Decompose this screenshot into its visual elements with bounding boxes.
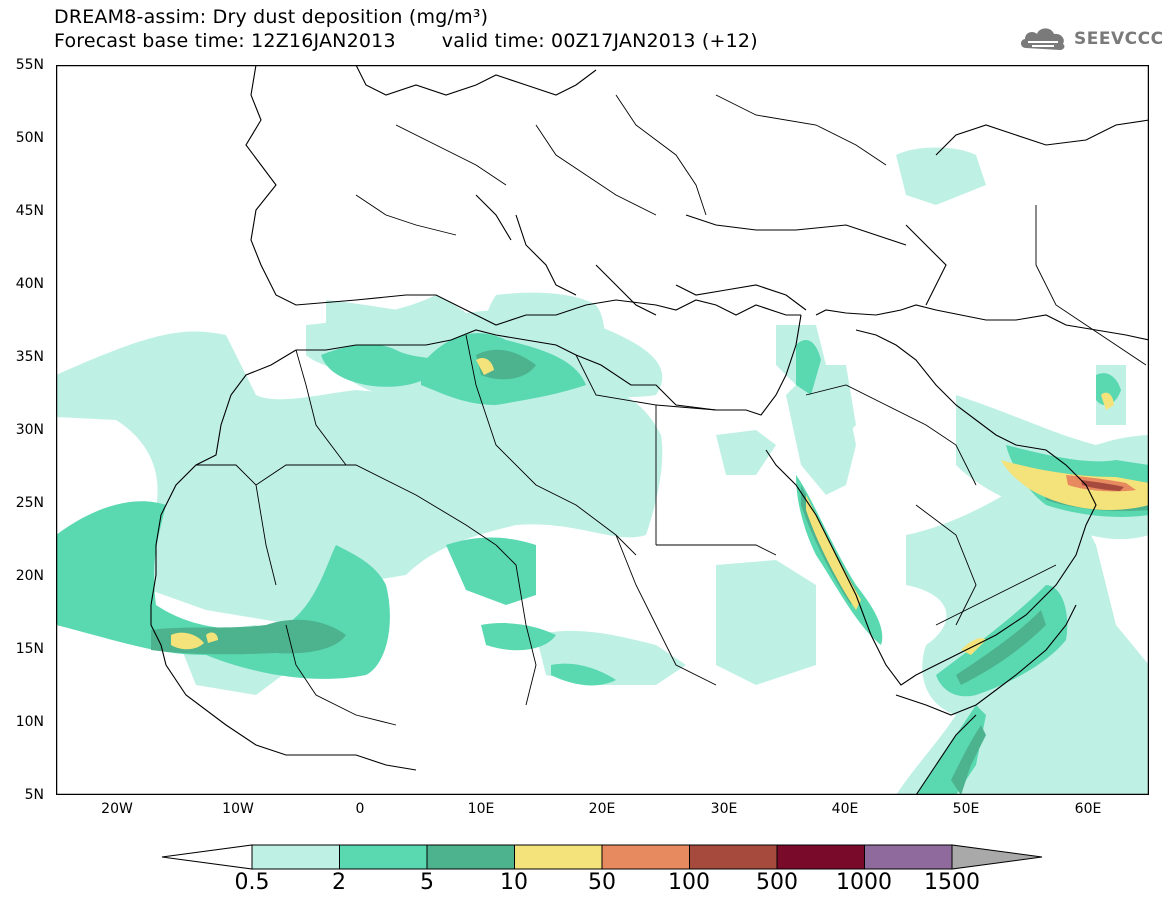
lat-label-45n: 45N: [15, 203, 44, 219]
colorbar-label-0-5: 0.5: [234, 870, 270, 895]
colorbar-swatch-5: [601, 844, 690, 870]
colorbar-swatch-6: [689, 844, 778, 870]
map-frame: [56, 65, 1149, 795]
country-borders: [196, 94, 1147, 726]
map-panel: [56, 65, 1149, 795]
colorbar-label-100: 100: [668, 870, 710, 895]
lon-label-10e: 10E: [467, 801, 495, 817]
lon-label-20w: 20W: [101, 801, 133, 817]
colorbar-label-500: 500: [756, 870, 798, 895]
lat-label-30n: 30N: [15, 422, 44, 438]
lon-label-30e: 30E: [710, 801, 738, 817]
colorbar-over-arrow: [951, 844, 1043, 870]
lat-label-50n: 50N: [15, 130, 44, 146]
colorbar: [161, 844, 1043, 870]
coastlines: [150, 65, 1149, 795]
cloud-logo-icon: [1020, 28, 1065, 50]
lat-label-55n: 55N: [15, 57, 44, 73]
lat-label-10n: 10N: [15, 714, 44, 730]
map-subtitle: Forecast base time: 12Z16JAN2013 valid ti…: [54, 30, 758, 52]
colorbar-swatch-4: [514, 844, 603, 870]
colorbar-swatch-1: [251, 844, 340, 870]
colorbar-label-10: 10: [500, 870, 528, 895]
lat-label-20n: 20N: [15, 568, 44, 584]
lat-label-40n: 40N: [15, 276, 44, 292]
lon-label-60e: 60E: [1074, 801, 1102, 817]
lat-label-25n: 25N: [15, 495, 44, 511]
lon-label-40e: 40E: [831, 801, 859, 817]
colorbar-under-arrow: [161, 844, 253, 870]
seevccc-logo: SEEVCCC: [1018, 24, 1164, 54]
lon-label-50e: 50E: [952, 801, 980, 817]
lon-label-0: 0: [355, 801, 365, 817]
colorbar-label-5: 5: [420, 870, 434, 895]
valid-time: valid time: 00Z17JAN2013 (+12): [441, 30, 758, 52]
colorbar-swatch-8: [864, 844, 953, 870]
lon-label-20e: 20E: [588, 801, 616, 817]
logo-text: SEEVCCC: [1074, 29, 1164, 49]
lat-label-5n: 5N: [24, 787, 44, 803]
colorbar-label-1000: 1000: [836, 870, 892, 895]
dust-deposition-field: [56, 147, 1149, 795]
lat-label-35n: 35N: [15, 349, 44, 365]
map-title: DREAM8-assim: Dry dust deposition (mg/m³…: [54, 6, 489, 28]
forecast-base-time: Forecast base time: 12Z16JAN2013: [54, 30, 396, 52]
level-100: [1081, 480, 1124, 491]
colorbar-swatch-2: [339, 844, 428, 870]
colorbar-label-50: 50: [588, 870, 616, 895]
colorbar-label-1500: 1500: [924, 870, 980, 895]
colorbar-swatch-7: [776, 844, 865, 870]
colorbar-label-2: 2: [332, 870, 346, 895]
colorbar-swatch-3: [426, 844, 515, 870]
lat-label-15n: 15N: [15, 641, 44, 657]
lon-label-10w: 10W: [222, 801, 254, 817]
